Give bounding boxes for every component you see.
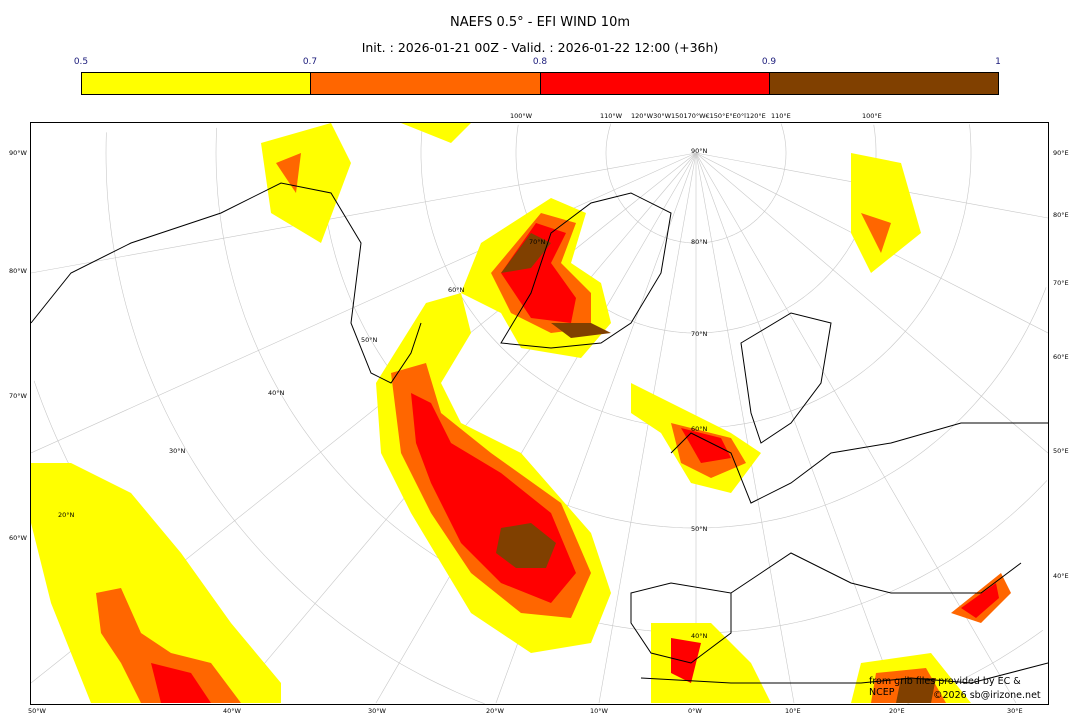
colorbar-tick: 1 [995,57,1001,67]
latitude-circle [873,124,877,153]
lat-label: 70°N [691,330,708,338]
efi-area-level-0 [401,123,471,143]
efi-area-level-3 [501,233,611,338]
efi-area-level-1 [861,213,891,253]
lat-label: 40°N [268,389,285,397]
colorbar-segment [540,73,770,94]
axis-label-bottom: 50°W [28,707,46,715]
colorbar-tick: 0.9 [761,57,777,67]
latitude-circle [320,126,1047,529]
axis-label-right: 40°E [1053,572,1069,580]
colorbar-segment [769,73,998,94]
axis-label-right: 90°E [1053,149,1069,157]
map-panel: 90°N 80°N 70°N 60°N 50°N 40°N 20°N 30°N … [30,122,1049,705]
efi-area-level-1 [276,153,301,193]
axis-label-bottom: 30°W [368,707,386,715]
axis-label-left: 80°W [9,267,27,275]
axis-label-top: 110°W [600,112,623,120]
axis-label-right: 60°E [1053,353,1069,361]
colorbar-segment [311,73,541,94]
latitude-circle [215,127,1048,634]
efi-area-level-3 [896,678,936,703]
axis-label-left: 90°W [9,149,27,157]
efi-area-level-3 [496,523,556,568]
axis-label-bottom: 30°E [1007,707,1023,715]
map-title: NAEFS 0.5° - EFI WIND 10m [449,15,630,30]
axis-label-top: 120°W30°W150170°W€150°E°E0°l120°E [631,112,766,120]
colorbar [81,72,999,95]
lat-label: 30°N [169,447,186,455]
lat-label: 80°N [691,238,708,246]
efi-area-level-0 [651,623,771,703]
colorbar-segment [82,73,312,94]
efi-area-level-2 [151,663,211,703]
credit-author: ©2026 sb@irizone.net [933,690,1041,701]
axis-label-bottom: 0°W [688,707,702,715]
colorbar-tick: 0.5 [73,57,89,67]
axis-label-bottom: 10°E [785,707,801,715]
lat-label: 70°N [529,238,546,246]
map-canvas [31,123,1048,704]
latitude-circle [780,123,787,153]
colorbar-tick: 0.8 [532,57,548,67]
axis-label-right: 70°E [1053,279,1069,287]
efi-area-level-0 [851,153,921,273]
lat-label: 50°N [361,336,378,344]
lat-label: 90°N [691,147,708,155]
efi-area-level-0 [31,463,281,703]
efi-field [31,123,1011,703]
latitude-circle [605,123,787,244]
lat-label: 40°N [691,632,708,640]
efi-area-level-2 [961,583,999,618]
credit-source: from grib files provided by EC & NCEP [869,676,1021,698]
axis-label-left: 60°W [9,534,27,542]
axis-label-bottom: 20°E [889,707,905,715]
latitude-circle [105,132,485,704]
efi-area-level-2 [671,638,701,683]
axis-label-right: 80°E [1053,211,1069,219]
map-subtitle: Init. : 2026-01-21 00Z - Valid. : 2026-0… [361,40,719,55]
lat-label: 60°N [691,425,708,433]
axis-label-bottom: 20°W [486,707,504,715]
latitude-circle [969,124,972,153]
efi-area-level-0 [261,123,351,243]
axis-label-bottom: 40°W [223,707,241,715]
lat-label: 60°N [448,286,465,294]
axis-label-top: 100°W [510,112,533,120]
axis-label-right: 50°E [1053,447,1069,455]
lat-label: 50°N [691,525,708,533]
axis-label-top: 110°E [771,112,791,120]
axis-label-top: 100°E [862,112,882,120]
colorbar-tick: 0.7 [302,57,318,67]
axis-label-bottom: 10°W [590,707,608,715]
efi-area-level-2 [681,428,731,463]
lat-label: 20°N [58,511,75,519]
coastlines [31,182,1048,684]
efi-area-level-1 [96,588,241,703]
axis-label-left: 70°W [9,392,27,400]
